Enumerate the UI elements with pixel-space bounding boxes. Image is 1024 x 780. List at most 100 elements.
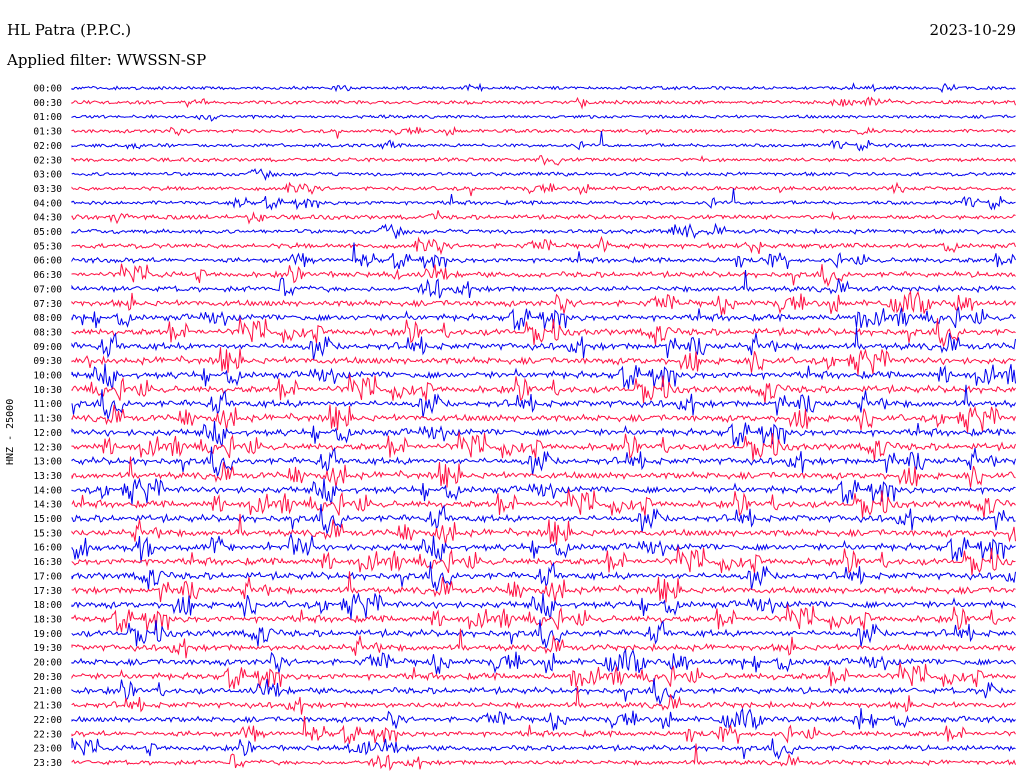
trace-1530 [71,513,1016,545]
row-time-label: 08:00 [33,313,62,324]
trace-1600 [71,532,1016,563]
trace-1000 [71,363,1016,390]
row-time-label: 04:00 [33,198,62,209]
row-time-label: 23:00 [33,744,62,755]
trace-2100 [71,678,1016,706]
row-time-label: 20:00 [33,658,62,669]
row-time-label: 09:00 [33,342,62,353]
trace-1100 [71,384,1016,420]
trace-0130 [71,125,1016,139]
row-time-label: 08:30 [33,327,62,338]
trace-0430 [71,210,1016,225]
trace-2200 [71,707,1016,731]
trace-0200 [71,130,1016,152]
row-time-label: 05:00 [33,227,62,238]
row-time-label: 19:30 [33,643,62,654]
date-label: 2023-10-29 [929,21,1016,39]
filter-label: Applied filter: WWSSN-SP [7,51,207,69]
trace-1300 [71,446,1016,477]
row-time-label: 20:30 [33,672,62,683]
row-time-label: 10:00 [33,371,62,382]
row-time-label: 21:00 [33,686,62,697]
row-time-label: 18:30 [33,614,62,625]
trace-2030 [71,662,1016,690]
trace-0500 [71,222,1016,239]
row-time-label: 12:30 [33,442,62,453]
trace-0300 [71,168,1016,182]
trace-1500 [71,504,1016,535]
trace-0730 [71,290,1016,315]
row-time-label: 16:30 [33,557,62,568]
row-time-label: 19:00 [33,629,62,640]
row-time-label: 13:30 [33,471,62,482]
trace-1900 [71,619,1016,649]
trace-1700 [71,561,1016,592]
trace-0230 [71,154,1016,166]
station-title: HL Patra (P.P.C.) [7,21,132,39]
row-time-label: 02:00 [33,141,62,152]
trace-0330 [71,181,1016,197]
row-time-label: 22:30 [33,729,62,740]
row-time-label: 03:30 [33,184,62,195]
row-time-label: 01:00 [33,112,62,123]
row-time-label: 04:30 [33,213,62,224]
row-time-label: 02:30 [33,155,62,166]
trace-0700 [71,269,1016,299]
row-time-label: 07:30 [33,299,62,310]
row-time-label: 22:00 [33,715,62,726]
row-time-label: 11:30 [33,414,62,425]
trace-0930 [71,347,1016,376]
trace-0600 [71,242,1016,270]
trace-1730 [71,571,1016,603]
row-time-label: 09:30 [33,356,62,367]
trace-1400 [71,477,1016,505]
row-time-label: 00:00 [33,84,62,95]
trace-1830 [71,604,1016,633]
trace-2000 [71,648,1016,674]
row-time-label: 05:30 [33,241,62,252]
row-time-label: 00:30 [33,98,62,109]
trace-1030 [71,374,1016,404]
trace-1430 [71,489,1016,519]
row-time-label: 06:00 [33,256,62,267]
trace-1130 [71,404,1016,433]
trace-0630 [71,263,1016,288]
trace-0800 [71,306,1016,331]
row-time-label: 17:30 [33,586,62,597]
row-time-label: 17:00 [33,571,62,582]
trace-1630 [71,546,1016,576]
row-time-label: 15:30 [33,528,62,539]
row-time-label: 16:00 [33,543,62,554]
trace-2130 [71,686,1016,715]
trace-1800 [71,592,1016,620]
row-time-label: 01:30 [33,127,62,138]
trace-2300 [71,737,1016,760]
row-time-label: 14:00 [33,485,62,496]
row-time-label: 18:00 [33,600,62,611]
row-time-label: 12:00 [33,428,62,439]
row-time-label: 03:00 [33,170,62,181]
trace-0900 [71,327,1016,361]
row-time-label: 13:00 [33,457,62,468]
trace-0530 [71,235,1016,256]
trace-1330 [71,456,1016,488]
trace-1230 [71,431,1016,461]
trace-0100 [71,114,1016,122]
trace-1930 [71,628,1016,659]
trace-1200 [71,420,1016,447]
trace-0400 [71,188,1016,211]
trace-0030 [71,96,1016,110]
row-time-label: 07:00 [33,284,62,295]
trace-0830 [71,317,1016,347]
row-time-label: 23:30 [33,758,62,769]
row-time-label: 10:30 [33,385,62,396]
row-time-label: 21:30 [33,701,62,712]
trace-0000 [71,82,1016,94]
row-time-label: 15:00 [33,514,62,525]
row-time-label: 11:00 [33,399,62,410]
trace-2330 [71,743,1016,772]
row-time-label: 06:30 [33,270,62,281]
row-time-label: 14:30 [33,500,62,511]
trace-2230 [71,715,1016,744]
